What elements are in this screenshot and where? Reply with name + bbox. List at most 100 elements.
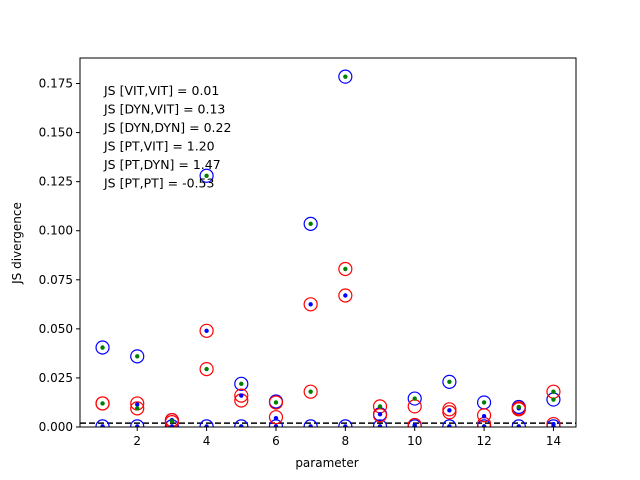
scatter-point-dot — [135, 424, 140, 427]
scatter-point-dot — [516, 424, 521, 427]
scatter-point-dot — [516, 404, 521, 410]
scatter-point-circle — [199, 419, 214, 427]
scatter-point-circle — [95, 396, 110, 411]
x-tick-label: 12 — [476, 434, 491, 448]
scatter-point-dot — [447, 408, 452, 413]
x-tick-label: 8 — [342, 434, 350, 448]
x-tick-label: 14 — [546, 434, 561, 448]
x-tick-label: 2 — [133, 434, 141, 448]
scatter-point-circle — [303, 419, 318, 427]
scatter-point-circle — [303, 297, 318, 312]
y-tick-label: 0.125 — [39, 175, 73, 189]
scatter-point-dot — [100, 345, 105, 350]
axes: 2 4 6 8 10 12 14 0.000 0.025 0.050 0.075 0.100 0.125… — [39, 57, 577, 448]
scatter-point-circle — [407, 417, 422, 427]
scatter-point-dot — [239, 424, 244, 427]
y-tick-label: 0.100 — [39, 224, 73, 238]
y-tick-label: 0.050 — [39, 322, 73, 336]
scatter-point-dot — [377, 424, 383, 427]
scatter-point-dot — [100, 401, 105, 406]
annotation-line: JS [VIT,VIT] = 0.01 — [103, 83, 219, 98]
scatter-point-dot — [204, 424, 209, 427]
scatter-point-circle — [234, 388, 249, 403]
scatter-point-circle — [372, 419, 388, 427]
scatter-point-dot — [273, 400, 279, 405]
scatter-point-dot — [100, 424, 105, 427]
scatter-point-dot — [343, 266, 348, 272]
scatter-point-circle — [95, 340, 110, 355]
scatter-point-circle — [407, 391, 422, 406]
scatter-point-circle — [546, 416, 561, 427]
scatter-point-dot — [308, 302, 313, 307]
scatter-point-circle — [476, 408, 492, 423]
y-axis-label: JS divergence — [10, 202, 24, 285]
scatter-point-dot — [481, 414, 487, 419]
scatter-point-dot — [273, 424, 279, 427]
scatter-point-dot — [273, 415, 279, 421]
scatter-point-dot — [447, 424, 452, 427]
x-tick-label: 4 — [203, 434, 211, 448]
scatter-point-circle — [130, 401, 145, 416]
annotation-line: JS [PT,VIT] = 1.20 — [103, 139, 215, 154]
scatter-point-circle — [130, 419, 145, 427]
y-tick-label: 0.075 — [39, 273, 73, 287]
scatter-point-dot — [239, 381, 244, 387]
scatter-point-dot — [204, 173, 209, 178]
scatter-point-dot — [412, 424, 417, 427]
scatter-point-dot — [204, 366, 209, 372]
scatter-point-circle — [303, 384, 318, 399]
scatter-point-dot — [204, 328, 209, 334]
scatter-point-dot — [377, 404, 383, 409]
annotation-line: JS [DYN,VIT] = 0.13 — [103, 102, 225, 117]
scatter-point-dot — [135, 354, 140, 359]
scatter-point-circle — [442, 405, 457, 420]
x-tick-label: 6 — [272, 434, 280, 448]
scatter-point-dot — [169, 418, 175, 424]
annotation-line: JS [DYN,DYN] = 0.22 — [103, 120, 231, 135]
scatter-point-circle — [511, 419, 526, 427]
y-tick-label: 0.025 — [39, 371, 73, 385]
scatter-point-circle — [303, 216, 318, 231]
scatter-point-circle — [442, 419, 457, 427]
annotation-line: JS [PT,PT] = -0.53 — [103, 176, 214, 191]
scatter-point-dot — [343, 293, 348, 298]
scatter-point-dot — [551, 389, 556, 394]
scatter-point-dot — [135, 406, 140, 411]
scatter-point-dot — [343, 424, 348, 427]
scatter-point-circle — [338, 419, 353, 427]
annotation-block: JS [VIT,VIT] = 0.01 JS [DYN,VIT] = 0.13 JS… — [103, 83, 231, 191]
scatter-point-circle — [442, 374, 457, 389]
scatter-point-dot — [343, 74, 348, 79]
scatter-point-circle — [338, 288, 353, 303]
x-tick-label: 10 — [407, 434, 422, 448]
scatter-point-circle — [130, 349, 145, 364]
y-tick-label: 0.150 — [39, 126, 73, 140]
y-tick-label: 0.175 — [39, 77, 73, 91]
scatter-point-dot — [308, 389, 313, 394]
scatter-point-circle — [268, 395, 284, 410]
scatter-point-circle — [164, 414, 180, 427]
scatter-point-dot — [447, 379, 452, 385]
scatter-point-circle — [268, 410, 284, 425]
scatter-point-circle — [199, 168, 214, 183]
scatter-point-circle — [338, 69, 353, 84]
scatter-point-circle — [234, 376, 249, 391]
scatter-point-circle — [95, 419, 110, 427]
scatter-point-circle — [442, 402, 457, 417]
scatter-point-dot — [308, 424, 313, 427]
scatter-point-dot — [412, 396, 417, 401]
scatter-point-circle — [199, 323, 214, 338]
scatter-point-circle — [372, 408, 388, 423]
scatter-point-circle — [199, 361, 214, 377]
y-tick-label: 0.000 — [39, 420, 73, 434]
scatter-point-dot — [551, 424, 556, 427]
scatter-point-dot — [481, 400, 487, 405]
scatter-point-dot — [135, 402, 140, 407]
annotation-line: JS [PT,DYN] = 1.47 — [103, 157, 221, 172]
scatter-point-circle — [338, 261, 353, 277]
x-axis-label: parameter — [295, 456, 358, 470]
scatter-point-dot — [308, 221, 313, 227]
scatter-point-dot — [239, 393, 244, 398]
